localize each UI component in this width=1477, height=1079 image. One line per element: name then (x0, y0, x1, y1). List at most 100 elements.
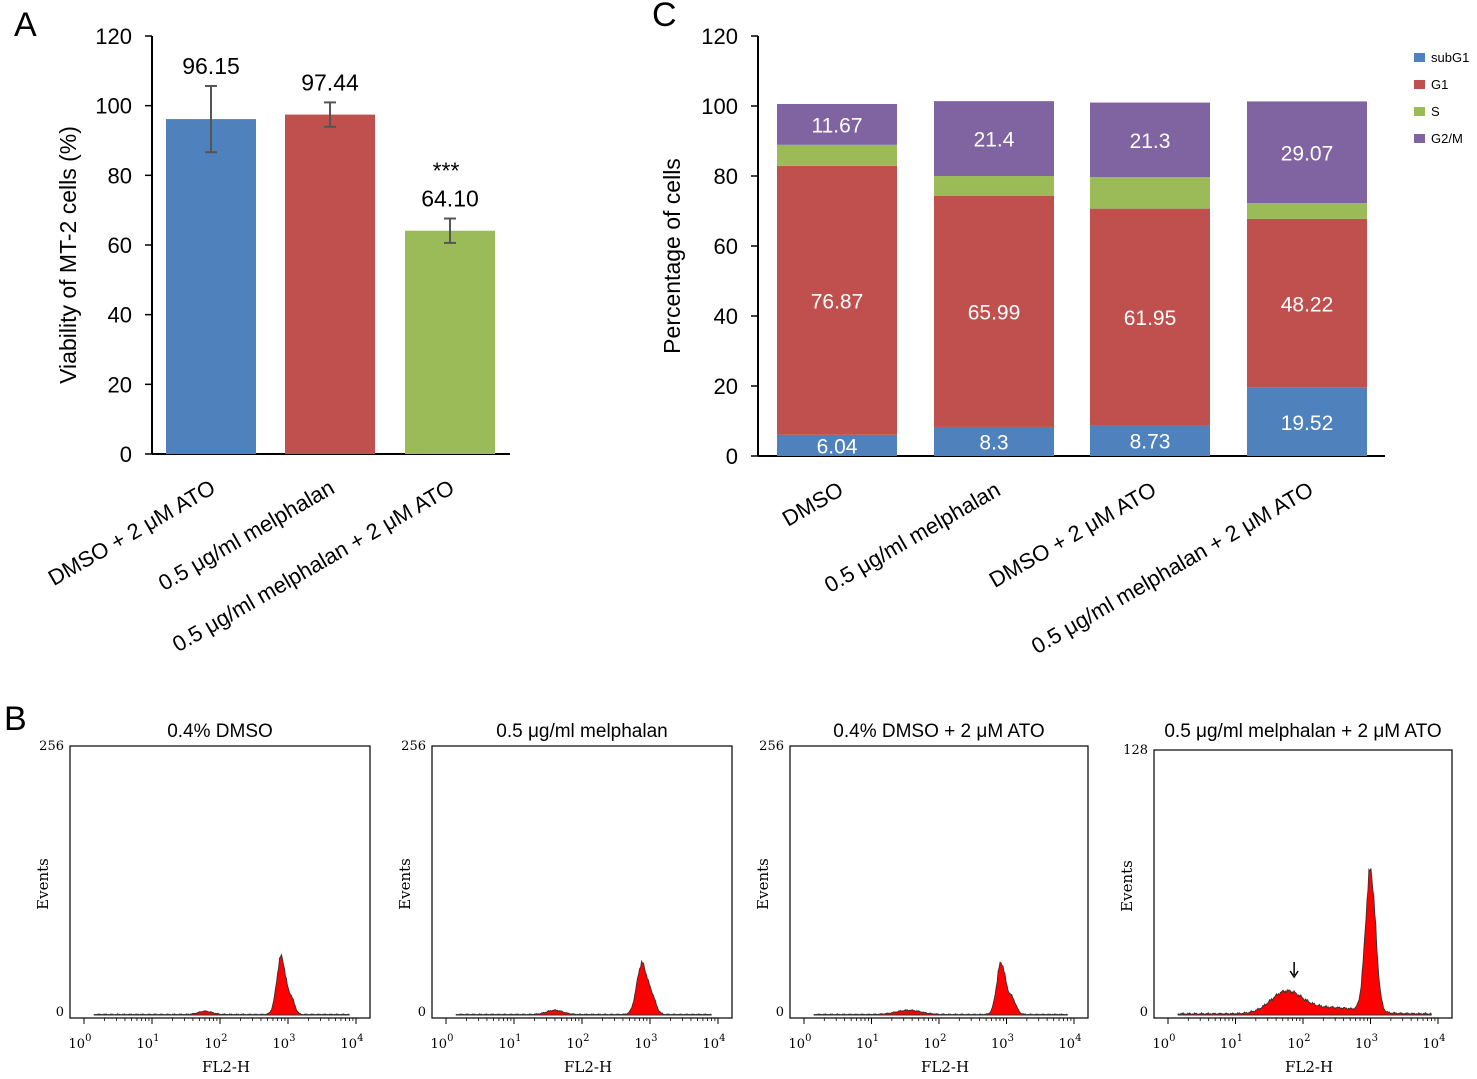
y-tick-label: 60 (108, 233, 132, 258)
x-tick-exponent: 0 (447, 1033, 453, 1044)
x-tick-exponent: 0 (805, 1033, 811, 1044)
data-label: 64.10 (421, 186, 479, 212)
bar (166, 119, 256, 454)
y-max-label: 256 (759, 739, 784, 754)
plot-frame (69, 745, 371, 1019)
x-category-label: 0.5 μg/ml melphalan + 2 μM ATO (1027, 477, 1318, 659)
bar (285, 114, 375, 455)
x-tick-exponent: 2 (221, 1033, 227, 1044)
x-category-label: 0.5 μg/ml melphalan (820, 477, 1004, 598)
x-tick-label: 100 (1153, 1033, 1176, 1052)
bar-segment-g1 (1090, 208, 1210, 426)
x-tick-exponent: 4 (357, 1033, 363, 1044)
histogram-title: 0.4% DMSO + 2 μM ATO (833, 721, 1044, 742)
x-tick-label: 103 (635, 1033, 658, 1052)
y-tick-label: 80 (108, 163, 132, 188)
histogram-area (813, 961, 1068, 1016)
segment-label: 61.95 (1124, 307, 1177, 330)
segment-label: 8.3 (979, 431, 1008, 454)
y-axis-label: Percentage of cells (659, 158, 685, 354)
panel-a-chart: 0 20 40 60 80 100 120 Viability of MT-2 cells (… (44, 24, 510, 657)
x-tick-exponent: 3 (1008, 1033, 1014, 1044)
panel-label-c: C (652, 0, 677, 34)
y-tick-label: 20 (714, 374, 738, 399)
bar-segment-g2m (777, 103, 897, 145)
legend-label: S (1431, 104, 1440, 119)
legend-swatch (1414, 134, 1425, 143)
x-tick-label: 102 (1288, 1033, 1311, 1052)
y-min-label: 0 (56, 1005, 64, 1020)
bar-segment-s (777, 144, 897, 166)
bar-segment-s (1247, 203, 1367, 219)
histogram-title: 0.5 μg/ml melphalan (496, 721, 667, 742)
x-tick-label: 102 (924, 1033, 947, 1052)
plot-frame (431, 745, 733, 1019)
bar-segment-subg1 (1090, 425, 1210, 456)
y-min-label: 0 (1140, 1005, 1148, 1020)
significance-marker: *** (433, 158, 460, 184)
x-tick-label: 101 (856, 1033, 879, 1052)
x-tick-exponent: 2 (940, 1033, 946, 1044)
x-tick-label: 101 (1220, 1033, 1243, 1052)
segment-label: 6.04 (817, 435, 858, 458)
panel-c-chart: 0 20 40 60 80 100 120 Percentage of cells 6.04 76… (659, 24, 1469, 659)
x-axis-label: FL2-H (921, 1058, 969, 1076)
x-tick-label: 101 (499, 1033, 522, 1052)
y-axis-label: Events (396, 858, 414, 910)
y-tick-label: 0 (120, 442, 132, 467)
bar-segment-s (934, 176, 1054, 196)
y-tick-label: 120 (701, 24, 738, 49)
x-tick-label: 101 (137, 1033, 160, 1052)
y-axis-label: Events (1118, 860, 1136, 912)
segment-label: 19.52 (1281, 412, 1334, 435)
x-tick-exponent: 1 (873, 1033, 879, 1044)
x-tick-label: 104 (1423, 1033, 1446, 1052)
segment-label: 29.07 (1281, 142, 1334, 165)
histogram-panel: 0.5 μg/ml melphalan + 2 μM ATO 128 0 Events… (1118, 721, 1453, 1076)
y-max-label: 256 (39, 739, 64, 754)
x-tick-exponent: 1 (1237, 1033, 1243, 1044)
histogram-area (455, 959, 712, 1016)
x-tick-label: 100 (69, 1033, 92, 1052)
segment-label: 48.22 (1281, 293, 1334, 316)
x-tick-label: 103 (991, 1033, 1014, 1052)
x-tick-label: 102 (205, 1033, 228, 1052)
histogram-area (93, 953, 350, 1016)
x-tick-exponent: 3 (651, 1033, 657, 1044)
panel-label-b: B (4, 700, 27, 738)
legend-label: subG1 (1431, 50, 1469, 65)
legend-label: G2/M (1431, 131, 1463, 146)
y-tick-label: 0 (726, 444, 738, 469)
x-tick-label: 103 (273, 1033, 296, 1052)
x-tick-exponent: 4 (1075, 1033, 1081, 1044)
x-tick-exponent: 0 (85, 1033, 91, 1044)
bar-segment-subg1 (777, 434, 897, 456)
y-tick-label: 100 (701, 94, 738, 119)
x-tick-label: 100 (789, 1033, 812, 1052)
y-axis-label: Events (34, 858, 52, 910)
y-tick-label: 80 (714, 164, 738, 189)
bar-segment-subg1 (934, 426, 1054, 456)
legend-swatch (1414, 80, 1425, 89)
data-label: 96.15 (182, 53, 240, 79)
bar-segment-g1 (934, 195, 1054, 427)
x-tick-exponent: 2 (583, 1033, 589, 1044)
x-axis-label: FL2-H (564, 1058, 612, 1076)
bar-segment-s (1090, 177, 1210, 209)
segment-label: 21.3 (1130, 130, 1171, 153)
legend-swatch (1414, 107, 1425, 116)
y-axis-label: Viability of MT-2 cells (%) (55, 126, 81, 384)
histogram-area (1177, 867, 1432, 1016)
x-tick-label: 104 (341, 1033, 364, 1052)
x-category-label: DMSO (778, 477, 848, 532)
x-axis-label: FL2-H (202, 1058, 250, 1076)
x-tick-exponent: 1 (153, 1033, 159, 1044)
x-tick-exponent: 4 (719, 1033, 725, 1044)
x-tick-exponent: 0 (1169, 1033, 1175, 1044)
bar-segment-g1 (777, 165, 897, 435)
plot-frame (789, 745, 1089, 1019)
